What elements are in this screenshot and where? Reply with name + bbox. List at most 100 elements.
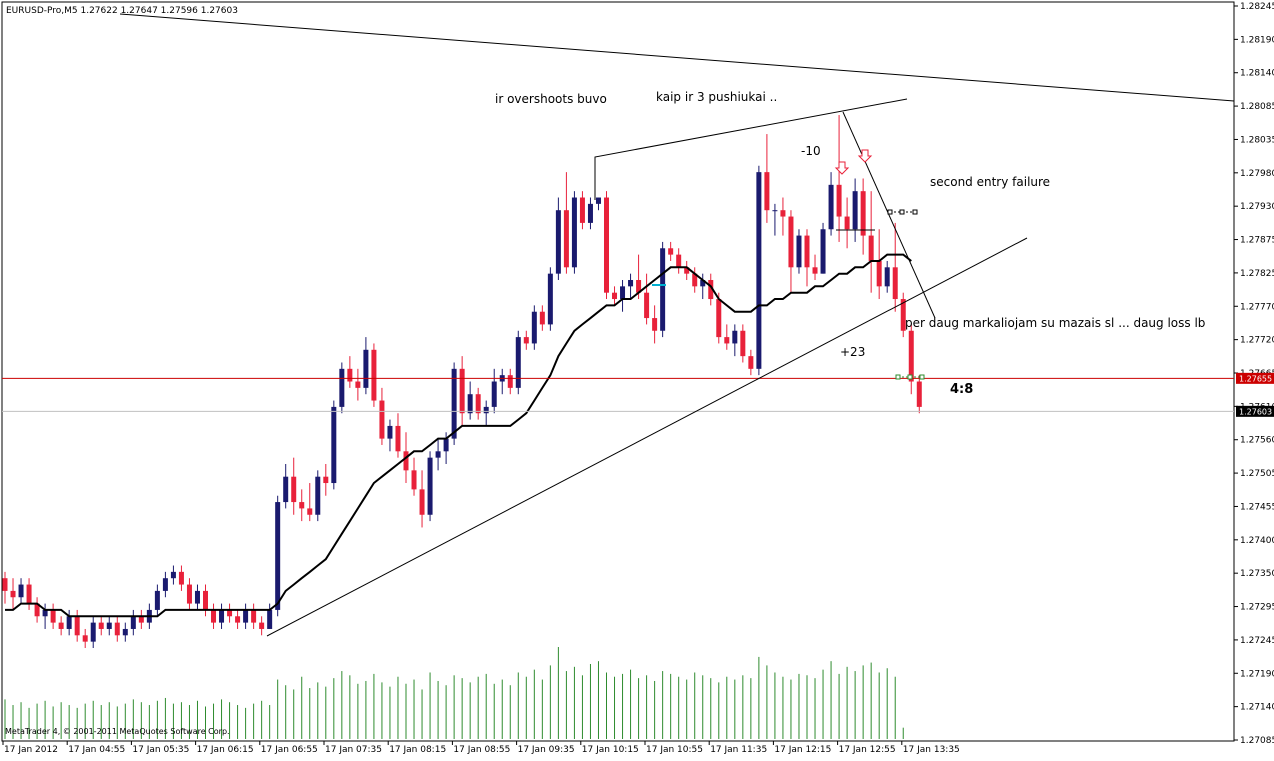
candle-body-bull (435, 451, 441, 458)
candle (98, 616, 104, 636)
candle (395, 413, 401, 458)
time-tick-label: 17 Jan 10:15 (582, 745, 639, 755)
candle (347, 356, 353, 388)
annotation-second-entry[interactable]: second entry failure (930, 175, 1050, 189)
candle-body-bull (595, 197, 601, 204)
price-tick-label: 1.28190 (1240, 35, 1274, 45)
annotation-score[interactable]: 4:8 (950, 382, 973, 397)
candle-body-bear (716, 299, 722, 338)
candle (796, 229, 802, 274)
candle-body-bear (684, 267, 690, 274)
candle (106, 616, 112, 636)
candle-body-bull (660, 248, 666, 331)
candle-body-bear (411, 470, 417, 490)
annotation-minus-10[interactable]: -10 (801, 144, 821, 158)
candle-body-bull (796, 235, 802, 268)
time-tick-label: 17 Jan 2012 (4, 745, 58, 755)
candle (154, 584, 160, 617)
candle-body-bear (291, 476, 297, 503)
candle (339, 362, 345, 414)
candle (748, 349, 754, 376)
candle (58, 616, 64, 636)
candle-body-bear (347, 368, 353, 382)
candle (491, 368, 497, 414)
candle-body-bear (227, 609, 233, 617)
trendline-descending-top[interactable] (119, 13, 1235, 102)
candle (563, 172, 569, 274)
candle-body-bull (194, 590, 200, 604)
candle (876, 229, 882, 300)
candle (66, 609, 72, 636)
candle-body-bull (427, 457, 433, 515)
candle-body-bull (443, 438, 449, 452)
candle (50, 603, 56, 629)
candle-body-bear (395, 425, 401, 452)
annotation-per-daug[interactable]: per daug markaliojam su mazais sl ... da… (905, 316, 1205, 330)
candle-body-bull (756, 172, 762, 369)
candle (604, 191, 609, 300)
candle-body-bull (451, 368, 457, 439)
trendline-short-descending[interactable] (842, 111, 936, 319)
candle (411, 457, 417, 496)
candle-body-bear (114, 622, 120, 636)
candle-body-bull (339, 368, 345, 407)
candle-body-bear (507, 375, 513, 388)
candle-body-bear (708, 280, 714, 300)
moving-average-line (5, 253, 912, 618)
annotation-overshoots[interactable]: ir overshoots buvo (495, 92, 607, 106)
candle-body-bull (122, 628, 128, 636)
candle (259, 616, 265, 636)
candle-body-bear (844, 216, 850, 230)
candle (868, 191, 874, 293)
candle-body-bull (828, 184, 834, 230)
candle-body-bear (579, 197, 585, 223)
pending-order-marker[interactable] (887, 209, 918, 215)
candle-body-bear (836, 184, 842, 217)
plot-frame (1, 1, 1235, 742)
candle (162, 571, 168, 598)
candle (692, 267, 698, 293)
candle (571, 191, 577, 274)
candle-body-bull (820, 229, 826, 274)
svg-text:1.27603: 1.27603 (1239, 407, 1272, 416)
wedge-upper-line[interactable] (594, 98, 908, 200)
candle (579, 191, 585, 230)
candle (644, 273, 650, 325)
candle-body-bull (467, 394, 473, 414)
candle (844, 197, 850, 249)
candle-body-bull (884, 267, 890, 287)
price-tick-label: 1.27245 (1240, 636, 1274, 646)
candle-body-bear (539, 311, 545, 325)
candle (660, 241, 666, 338)
annotation-plus-23[interactable]: +23 (840, 345, 865, 359)
entry-marker-green[interactable] (895, 374, 925, 380)
time-tick-label: 17 Jan 08:15 (389, 745, 446, 755)
annotation-pushiukai[interactable]: kaip ir 3 pushiukai .. (656, 90, 777, 104)
sell-arrow-2[interactable] (834, 161, 850, 175)
candle-body-bear (251, 609, 257, 623)
candle (194, 584, 200, 610)
candle (684, 260, 690, 280)
sell-arrow-1[interactable] (857, 149, 873, 163)
candle (708, 273, 714, 306)
candle (507, 368, 513, 395)
candle-body-bull (219, 609, 225, 623)
candle (283, 464, 289, 509)
candle-body-bear (2, 578, 8, 591)
candle-body-bear (876, 260, 882, 287)
time-tick-label: 17 Jan 10:55 (646, 745, 703, 755)
candle-body-bear (211, 609, 217, 623)
candle (363, 337, 369, 395)
trendline-ascending-support[interactable] (266, 237, 1028, 637)
candle (186, 578, 192, 610)
price-tick-label: 1.27295 (1240, 603, 1274, 613)
candle (170, 565, 176, 585)
candle (178, 565, 184, 591)
candle (908, 324, 914, 395)
candle-body-bear (475, 394, 481, 414)
candle (114, 616, 120, 642)
candle (355, 368, 361, 401)
candle-body-bear (908, 330, 914, 382)
